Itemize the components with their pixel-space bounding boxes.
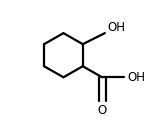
Text: OH: OH [108, 21, 126, 34]
Text: O: O [97, 104, 107, 117]
Text: OH: OH [127, 71, 145, 84]
